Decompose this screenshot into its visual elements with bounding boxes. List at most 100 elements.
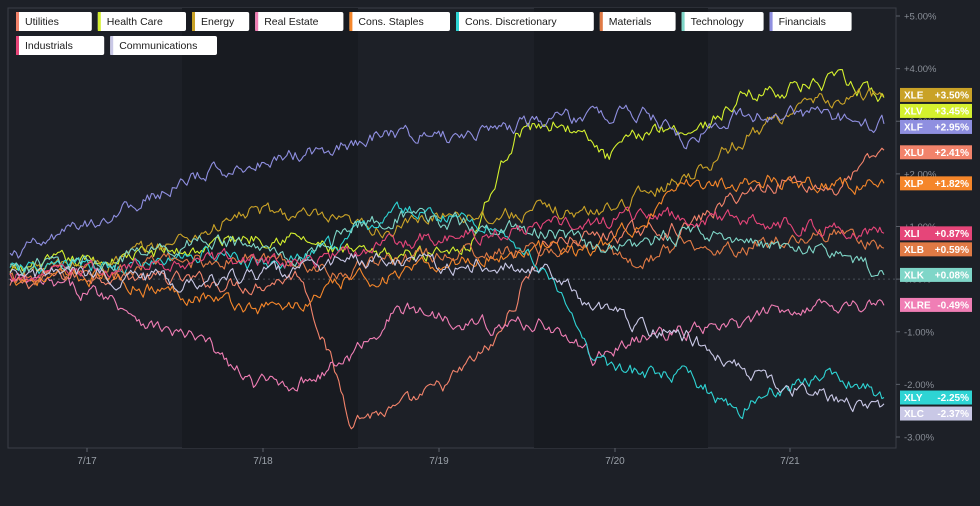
legend-swatch	[192, 12, 195, 31]
end-tag-ticker: XLE	[904, 90, 924, 101]
y-tick-label: +4.00%	[904, 64, 937, 75]
end-tag-value: +0.08%	[935, 270, 969, 281]
legend-chip-bg	[255, 12, 344, 31]
end-tag-xle: XLE +3.50%	[900, 87, 972, 102]
legend-item-xlc: Communications	[110, 36, 217, 55]
legend-label: Real Estate	[264, 16, 318, 28]
series-line-xlf	[9, 104, 885, 259]
end-tag-xlre: XLRE -0.49%	[900, 297, 972, 312]
legend-chip-bg	[110, 36, 217, 55]
end-tag-bg	[900, 176, 972, 191]
legend-label: Industrials	[25, 40, 73, 52]
legend-item-xle: Energy	[192, 12, 250, 31]
legend-label: Utilities	[25, 16, 59, 28]
end-tag-value: +0.87%	[935, 229, 969, 240]
end-tags: XLE +3.50% XLV +3.45% XLF +2.95% XLU +2.41% XLP +…	[900, 87, 972, 421]
plot-background	[7, 7, 897, 449]
legend-chip-bg	[192, 12, 250, 31]
end-tag-value: +1.82%	[935, 179, 969, 190]
day-band	[534, 8, 708, 448]
end-tag-value: +3.50%	[935, 90, 969, 101]
series-line-xlk	[9, 207, 885, 278]
legend-swatch	[97, 12, 101, 31]
x-tick-label: 7/21	[780, 456, 800, 467]
end-tag-bg	[900, 406, 972, 421]
legend-label: Cons. Staples	[358, 16, 423, 28]
legend-chip-bg	[681, 12, 764, 31]
legend-label: Cons. Discretionary	[465, 16, 557, 28]
end-tag-ticker: XLU	[904, 148, 924, 159]
end-tag-bg	[900, 145, 972, 160]
end-tag-bg	[900, 226, 972, 241]
legend-item-xlp: Cons. Staples	[349, 12, 450, 31]
y-tick-label: -2.00%	[904, 380, 935, 391]
legend-item-xlk: Technology	[681, 12, 764, 31]
legend-item-xlf: Financials	[769, 12, 852, 31]
legend-chip-bg	[599, 12, 676, 31]
series-line-xlre	[9, 273, 885, 392]
end-tag-value: +3.45%	[935, 106, 969, 117]
end-tag-ticker: XLF	[904, 122, 923, 133]
x-tick-label: 7/18	[253, 456, 273, 467]
legend-chip-bg	[97, 12, 186, 31]
end-tag-xly: XLY -2.25%	[900, 390, 972, 405]
legend-swatch	[349, 12, 353, 31]
series-line-xli	[9, 206, 885, 282]
legend-item-xly: Cons. Discretionary	[456, 12, 594, 31]
series-line-xlb	[9, 228, 885, 286]
end-tag-value: +0.59%	[935, 245, 969, 256]
legend-item-xli: Industrials	[16, 36, 105, 55]
end-tag-ticker: XLI	[904, 229, 920, 240]
legend-item-xlu: Utilities	[16, 12, 92, 31]
end-tag-xlc: XLC -2.37%	[900, 406, 972, 421]
legend-swatch	[255, 12, 259, 31]
end-tag-xli: XLI +0.87%	[900, 226, 972, 241]
legend-item-xlv: Health Care	[97, 12, 186, 31]
legend-swatch	[681, 12, 685, 31]
legend-item-xlre: Real Estate	[255, 12, 344, 31]
y-tick-label: -3.00%	[904, 433, 935, 444]
end-tag-bg	[900, 103, 972, 118]
end-tag-bg	[900, 390, 972, 405]
x-axis: 7/17 7/18 7/19 7/20 7/21	[77, 448, 800, 467]
end-tag-ticker: XLB	[904, 245, 924, 256]
end-tag-bg	[900, 87, 972, 102]
legend-chip-bg	[769, 12, 852, 31]
legend-swatch	[599, 12, 603, 31]
legend-chip-bg	[16, 12, 92, 31]
series-line-xlp	[9, 174, 885, 315]
end-tag-ticker: XLRE	[904, 300, 931, 311]
legend-label: Health Care	[107, 16, 163, 28]
legend-chip-bg	[456, 12, 594, 31]
x-tick-label: 7/17	[77, 456, 97, 467]
end-tag-bg	[900, 267, 972, 282]
end-tag-bg	[900, 297, 972, 312]
day-bands	[182, 8, 708, 448]
legend-swatch	[456, 12, 459, 31]
end-tag-value: -0.49%	[937, 300, 969, 311]
series-line-xlc	[9, 252, 885, 413]
legend-label: Communications	[119, 40, 197, 52]
end-tag-ticker: XLP	[904, 179, 924, 190]
y-tick-label: +5.00%	[904, 12, 937, 23]
legend-swatch	[769, 12, 773, 31]
end-tag-xlv: XLV +3.45%	[900, 103, 972, 118]
end-tag-value: -2.37%	[937, 409, 969, 420]
end-tag-xlp: XLP +1.82%	[900, 176, 972, 191]
legend: Utilities Health Care Energy Real Estate Con…	[16, 12, 852, 55]
legend-chip-bg	[349, 12, 450, 31]
y-tick-label: -1.00%	[904, 327, 935, 338]
series-line-xlu	[9, 147, 885, 430]
end-tag-value: -2.25%	[937, 393, 969, 404]
end-tag-xlu: XLU +2.41%	[900, 145, 972, 160]
series-line-xle	[9, 87, 885, 276]
end-tag-xlf: XLF +2.95%	[900, 119, 972, 134]
legend-label: Financials	[779, 16, 826, 28]
end-tag-ticker: XLV	[904, 106, 923, 117]
legend-label: Materials	[609, 16, 652, 28]
end-tag-bg	[900, 242, 972, 257]
end-tag-ticker: XLY	[904, 393, 923, 404]
series-line-xly	[9, 201, 885, 420]
